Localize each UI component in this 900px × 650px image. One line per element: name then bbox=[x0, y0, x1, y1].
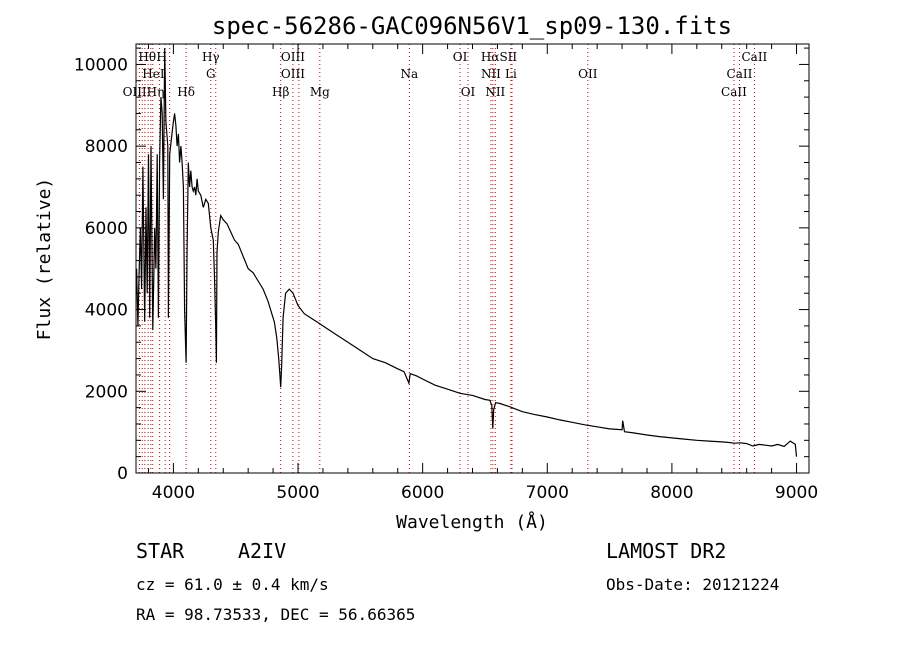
line-label: HαSII bbox=[481, 50, 518, 64]
object-type: STAR bbox=[136, 539, 185, 563]
line-label: OII bbox=[578, 67, 598, 81]
y-axis: 0 2000 4000 6000 8000 10000 bbox=[74, 47, 809, 484]
line-label: OIII bbox=[281, 67, 305, 81]
y-axis-label: Flux (relative) bbox=[34, 178, 55, 341]
object-subclass: A2IV bbox=[238, 539, 286, 563]
line-label: NII bbox=[481, 67, 501, 81]
line-label: CaII bbox=[721, 85, 747, 99]
line-label: OIII bbox=[281, 50, 305, 64]
x-tick-label: 4000 bbox=[152, 483, 195, 503]
x-tick-label: 7000 bbox=[526, 483, 569, 503]
line-label: Li bbox=[505, 67, 517, 81]
spectrum-line bbox=[136, 48, 798, 457]
x-tick-label: 8000 bbox=[650, 483, 693, 503]
line-label: OI bbox=[453, 50, 468, 64]
line-label: Mg bbox=[310, 85, 330, 99]
y-tick-label: 2000 bbox=[85, 382, 128, 402]
line-label: CaII bbox=[741, 50, 767, 64]
line-label: H bbox=[156, 50, 166, 64]
y-tick-label: 0 bbox=[117, 464, 128, 484]
line-label: Na bbox=[400, 67, 418, 81]
x-tick-label: 5000 bbox=[276, 483, 319, 503]
line-label: OIIIHη bbox=[123, 85, 165, 99]
x-tick-label: 9000 bbox=[775, 483, 818, 503]
line-label: HeI bbox=[142, 67, 165, 81]
x-axis-label: Wavelength (Å) bbox=[396, 511, 548, 533]
line-markers bbox=[138, 44, 755, 473]
line-label: Hθ bbox=[138, 50, 156, 64]
line-label: Hγ bbox=[202, 50, 220, 64]
obs-date: Obs-Date: 20121224 bbox=[606, 575, 779, 594]
line-label: Hδ bbox=[177, 85, 195, 99]
line-label: Hβ bbox=[272, 85, 289, 99]
chart-title: spec-56286-GAC096N56V1_sp09-130.fits bbox=[212, 12, 732, 40]
plot-frame bbox=[135, 43, 810, 474]
redshift-text: cz = 61.0 ± 0.4 km/s bbox=[136, 575, 329, 594]
y-tick-label: 10000 bbox=[74, 55, 128, 75]
x-axis: 4000 5000 6000 7000 8000 9000 bbox=[147, 44, 818, 503]
line-label: OI bbox=[461, 85, 476, 99]
x-tick-label: 6000 bbox=[401, 483, 444, 503]
y-tick-label: 4000 bbox=[85, 301, 128, 321]
line-label: NII bbox=[485, 85, 505, 99]
line-label: G bbox=[206, 67, 216, 81]
coordinates: RA = 98.73533, DEC = 56.66365 bbox=[136, 605, 415, 624]
y-tick-label: 6000 bbox=[85, 219, 128, 239]
survey-name: LAMOST DR2 bbox=[606, 539, 726, 563]
line-label: CaII bbox=[727, 67, 753, 81]
y-tick-label: 8000 bbox=[85, 137, 128, 157]
